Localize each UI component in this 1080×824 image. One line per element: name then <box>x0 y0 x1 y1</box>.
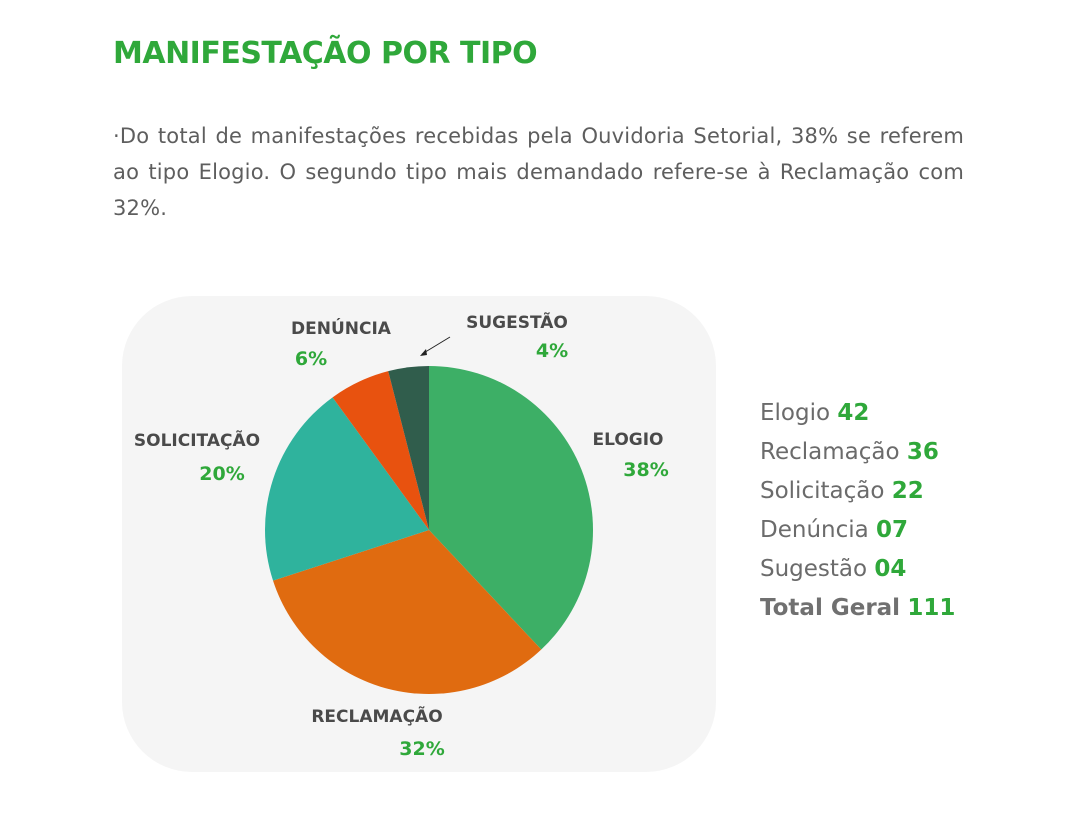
legend-list: Elogio 42 Reclamação 36 Solicitação 22 D… <box>760 394 955 628</box>
legend-item-sugestao: Sugestão 04 <box>760 556 907 582</box>
sugestao-leader-arrowhead <box>420 349 427 356</box>
pie-slice-solicitacao <box>265 397 429 581</box>
slice-label-reclamacao: RECLAMAÇÃO <box>311 704 442 727</box>
sugestao-leader-line <box>421 336 451 355</box>
slice-label-solicitacao: SOLICITAÇÃO <box>134 428 260 451</box>
legend-item-elogio: Elogio 42 <box>760 400 870 426</box>
pie-slice-denuncia <box>332 371 429 530</box>
slice-value-reclamacao: 32% <box>399 738 444 760</box>
intro-paragraph: ·Do total de manifestações recebidas pel… <box>113 124 964 220</box>
slice-label-elogio: ELOGIO <box>592 430 663 450</box>
slice-label-denuncia: DENÚNCIA <box>291 317 392 339</box>
legend-item-solicitacao: Solicitação 22 <box>760 478 924 504</box>
pie-slice-reclamacao <box>273 530 542 695</box>
pie-slice-elogio <box>429 366 594 650</box>
slice-value-solicitacao: 20% <box>199 463 244 485</box>
legend-item-denuncia: Denúncia 07 <box>760 517 909 543</box>
slice-label-sugestao: SUGESTÃO <box>466 310 568 333</box>
slice-value-elogio: 38% <box>623 459 668 481</box>
page-title: MANIFESTAÇÃO POR TIPO <box>113 36 538 71</box>
legend-total: Total Geral 111 <box>760 595 956 621</box>
pie-slice-sugestao <box>388 365 429 530</box>
legend-item-reclamacao: Reclamação 36 <box>760 439 939 465</box>
slice-value-denuncia: 6% <box>295 348 327 370</box>
slice-value-sugestao: 4% <box>536 340 568 362</box>
